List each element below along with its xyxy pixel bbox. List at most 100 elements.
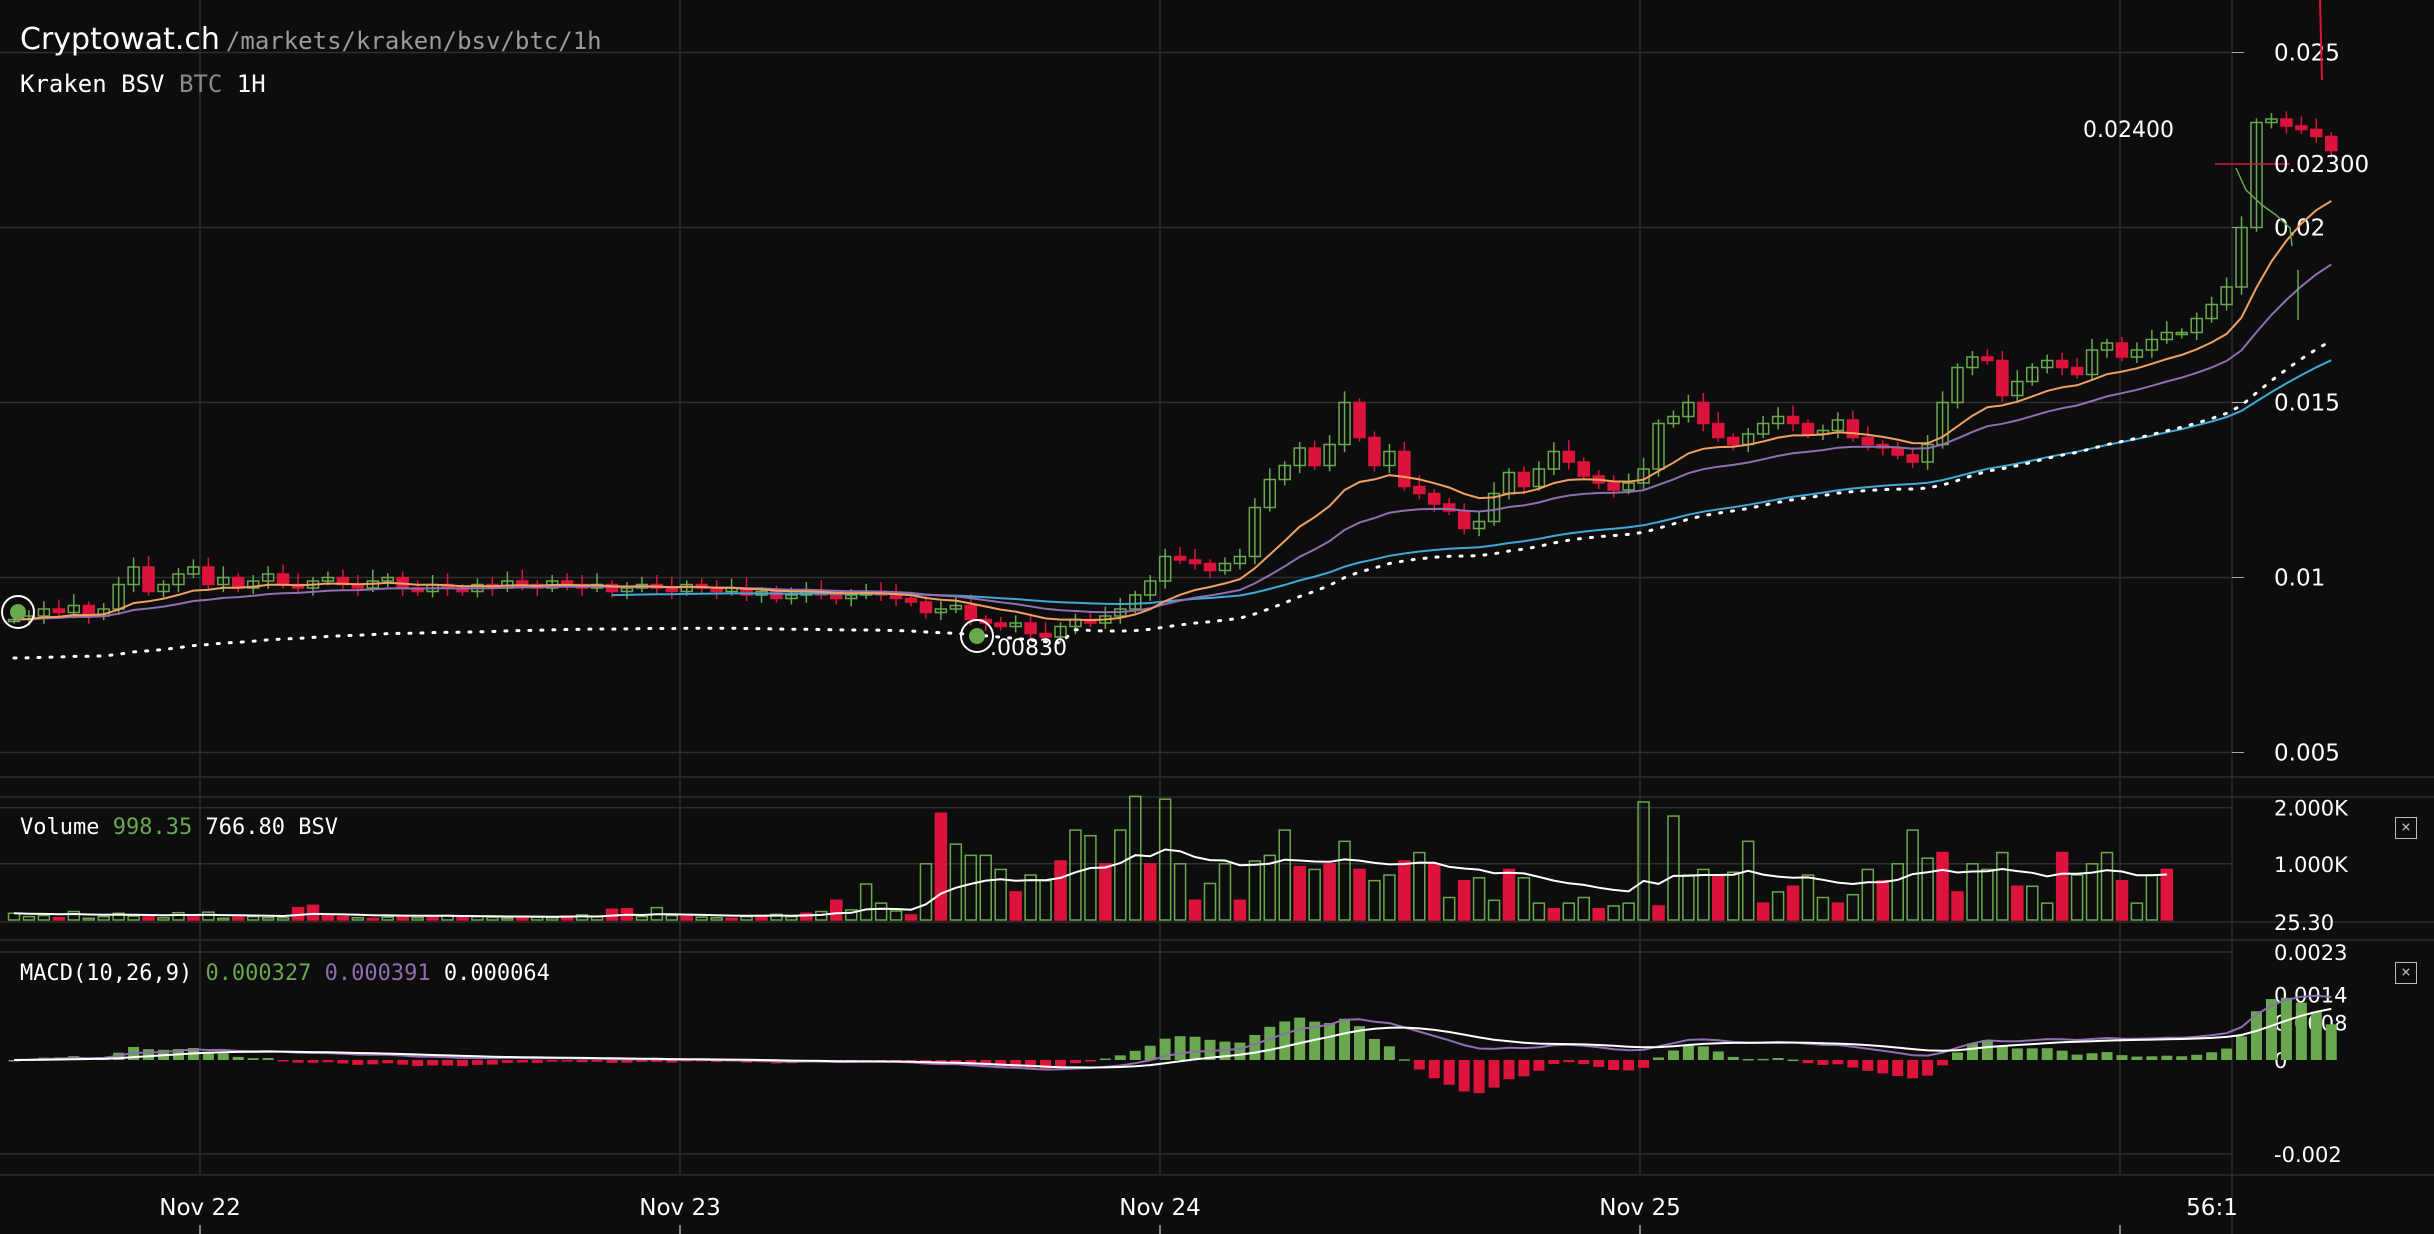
candle-body [1697,401,1710,425]
candle-body [1218,562,1232,572]
macd-histogram-bar [1383,1046,1395,1060]
site-name[interactable]: Cryptowat.ch [20,22,220,57]
candle-body [1547,450,1561,470]
macd-histogram-bar [1443,1060,1455,1085]
site-header: Cryptowat.ch/markets/kraken/bsv/btc/1h [20,22,602,57]
volume-bar [172,911,185,921]
macd-histogram-bar [1712,1051,1724,1060]
macd-histogram-bar [292,1060,304,1063]
market-path[interactable]: /markets/kraken/bsv/btc/1h [225,27,602,55]
candle-body [1487,492,1501,523]
volume-bar [1353,868,1366,921]
close-macd-icon[interactable]: × [2395,962,2417,984]
macd-histogram-bar [2116,1055,2128,1060]
candle-body [1562,450,1576,463]
candle-body [1517,471,1531,488]
macd-histogram-bar [1877,1060,1889,1074]
volume-bar [770,913,783,921]
macd-histogram-bar [1025,1060,1037,1069]
volume-bar [1786,885,1800,921]
volume-bar [246,915,260,921]
volume-bar [1547,908,1561,921]
ema-short-line [13,200,2332,622]
live-price-trail [2235,167,2293,247]
candle-body [994,622,1007,628]
volume-bar [1801,874,1815,921]
volume-bar [411,917,424,921]
volume-bar [710,917,723,921]
candle-body [1338,401,1351,446]
macd-histogram-bar [1279,1021,1291,1060]
macd-histogram-bar [531,1060,543,1063]
macd-histogram-bar [1324,1023,1336,1060]
macd-histogram-bar [546,1060,558,1062]
macd-histogram-bar [2026,1048,2038,1060]
volume-bar [680,915,693,921]
volume-bar [725,917,738,921]
volume-bar [1577,896,1590,921]
candle-body [1607,482,1620,491]
volume-bar [859,883,873,921]
y-tick-label: 0.025 [2274,41,2340,67]
interval-label[interactable]: 1H [236,70,266,98]
candle-body [1368,436,1381,467]
macd-histogram-bar [1368,1038,1380,1060]
macd-histogram-bar [1114,1055,1126,1060]
volume-bar [2055,851,2069,921]
volume-bar [217,917,230,921]
volume-bar [261,917,275,921]
macd-signal-value: 0.000391 [324,961,431,986]
macd-histogram-bar [1981,1039,1993,1060]
volume-bar [501,917,514,921]
close-volume-icon[interactable]: × [2395,817,2417,839]
candle-body [2265,118,2278,124]
volume-bar [1996,851,2009,921]
candle-body [321,576,335,582]
macd-histogram-bar [1189,1036,1201,1060]
out-of-range-candle [2319,0,2323,81]
x-tick-label: 56:1 [2186,1195,2238,1221]
volume-bar [979,854,992,921]
candle-body [232,576,245,589]
macd-histogram-bar [1533,1060,1545,1071]
volume-bar [1861,868,1875,921]
macd-histogram-bar [2265,999,2277,1060]
candle-body [2145,338,2159,351]
volume-bar [1188,899,1202,921]
macd-histogram-bar [1234,1042,1246,1060]
candle-body [2026,366,2039,383]
candle-body [1428,492,1441,505]
volume-bar [1278,829,1291,921]
candle-body [919,601,933,614]
volume-bar [127,915,140,921]
macd-histogram-bar [591,1060,603,1062]
macd-histogram-bar [382,1060,394,1064]
macd-histogram-bar [1966,1043,1978,1060]
volume-average-line [13,848,2167,918]
volume-bar [1054,860,1067,921]
macd-histogram-bar [1593,1060,1605,1067]
macd-histogram-bar [307,1060,319,1063]
macd-histogram-value: 0.000064 [443,961,550,986]
candle-body [1203,562,1217,572]
volume-bar [1323,863,1336,921]
low-price-label: .00830 [990,636,1067,661]
macd-histogram-bar [636,1060,648,1062]
volume-bar [844,909,858,921]
volume-bar [1891,863,1904,921]
candle-body [1577,461,1590,477]
candle-body [217,576,230,586]
signal-marker-dot [969,628,985,644]
volume-bar [381,916,394,921]
volume-bar [1024,874,1037,921]
macd-histogram-bar [2011,1048,2023,1060]
macd-value: 0.000327 [205,961,312,986]
volume-bar [904,914,918,921]
volume-bar [545,917,559,921]
macd-histogram-bar [2236,1036,2248,1060]
candle-body [2085,349,2099,376]
macd-histogram-bar [1653,1057,1664,1060]
candle-body [1906,454,1919,463]
macd-histogram-bar [217,1053,229,1060]
